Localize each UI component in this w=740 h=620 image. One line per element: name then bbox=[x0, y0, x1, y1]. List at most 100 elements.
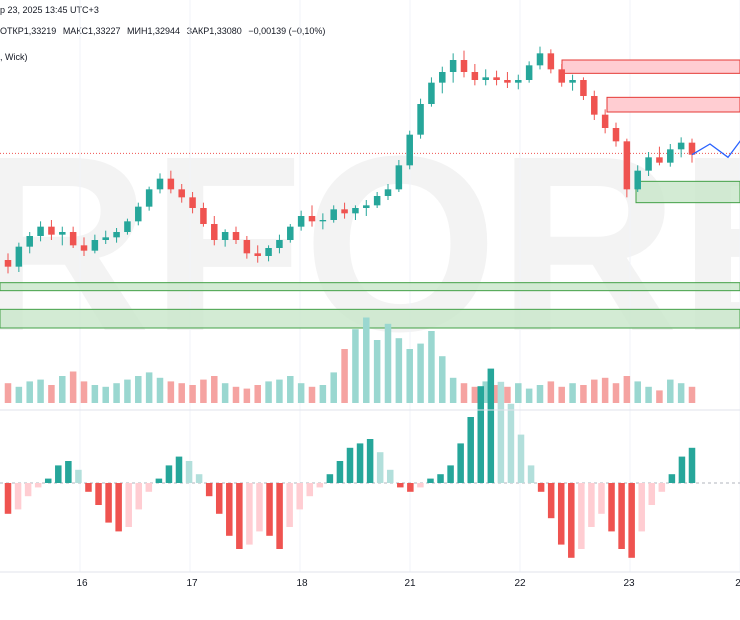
volume-bar bbox=[113, 383, 120, 403]
volume-bar bbox=[688, 386, 696, 403]
candle-body bbox=[591, 96, 598, 115]
oscillator-bar bbox=[336, 461, 344, 483]
candle-body bbox=[656, 157, 663, 163]
candle-body bbox=[287, 226, 294, 240]
volume-bar bbox=[178, 383, 185, 403]
volume-bar bbox=[167, 381, 175, 403]
oscillator-bar bbox=[296, 483, 303, 510]
candle-body bbox=[265, 248, 272, 256]
volume-bar bbox=[221, 383, 229, 403]
volume-bar bbox=[645, 386, 652, 403]
oscillator-bar bbox=[427, 478, 434, 483]
oscillator-bar bbox=[407, 483, 414, 492]
candle-body bbox=[26, 236, 33, 247]
oscillator-bar bbox=[185, 461, 193, 483]
candle-body bbox=[623, 141, 631, 190]
oscillator-bar bbox=[557, 483, 565, 545]
oscillator-bar bbox=[145, 483, 153, 492]
candle-body bbox=[460, 60, 468, 72]
volume-bar bbox=[417, 343, 424, 403]
candle-body bbox=[677, 142, 685, 150]
candle-body bbox=[569, 80, 576, 83]
volume-bar bbox=[124, 379, 131, 403]
oscillator-bar bbox=[588, 483, 595, 527]
volume-bar bbox=[406, 349, 413, 403]
oscillator-bar bbox=[34, 483, 42, 488]
x-tick-label: 21 bbox=[404, 578, 416, 589]
x-tick-label: 23 bbox=[623, 578, 635, 589]
oscillator-bar bbox=[477, 386, 485, 483]
candle-body bbox=[352, 208, 359, 214]
volume-bar bbox=[287, 376, 294, 403]
candle-body bbox=[406, 134, 413, 166]
volume-bar bbox=[623, 376, 631, 403]
candle-body bbox=[221, 232, 229, 240]
volume-bar bbox=[80, 381, 88, 403]
oscillator-bar bbox=[397, 483, 404, 488]
volume-bar bbox=[102, 386, 109, 403]
volume-bar bbox=[569, 383, 576, 403]
volume-bar bbox=[211, 376, 218, 403]
candle-body bbox=[580, 80, 587, 96]
candle-body bbox=[384, 189, 392, 196]
candle-body bbox=[276, 240, 283, 248]
oscillator-bar bbox=[598, 483, 605, 514]
oscillator-bar bbox=[24, 483, 32, 497]
volume-bar bbox=[558, 386, 565, 403]
candle-body bbox=[145, 189, 153, 207]
oscillator-bar bbox=[467, 417, 474, 483]
oscillator-bar bbox=[457, 443, 464, 483]
low-label: МИН1,32944 bbox=[127, 26, 181, 36]
volume-bar bbox=[308, 386, 316, 403]
oscillator-bar bbox=[105, 483, 112, 523]
volume-bar bbox=[439, 356, 446, 403]
volume-bar bbox=[254, 385, 261, 403]
candle-body bbox=[525, 65, 533, 80]
volume-bar bbox=[59, 376, 66, 403]
oscillator-bar bbox=[618, 483, 625, 549]
volume-bar bbox=[232, 386, 240, 403]
oscillator-bar bbox=[578, 483, 585, 549]
volume-bar bbox=[612, 383, 620, 403]
candle-body bbox=[558, 69, 565, 83]
oscillator-bar bbox=[537, 483, 545, 492]
oscillator-bar bbox=[608, 483, 615, 532]
volume-bar bbox=[428, 331, 435, 403]
candle-body bbox=[91, 240, 99, 251]
candle-body bbox=[135, 206, 142, 222]
volume-bar bbox=[547, 381, 555, 403]
oscillator-bar bbox=[678, 456, 686, 483]
oscillator-bar bbox=[356, 443, 364, 483]
x-tick-label: 22 bbox=[514, 578, 526, 589]
oscillator-bar bbox=[568, 483, 575, 558]
candle-body bbox=[189, 197, 196, 208]
candle-body bbox=[536, 53, 544, 66]
oscillator-bar bbox=[628, 483, 635, 558]
volume-bar bbox=[373, 340, 381, 403]
candle-body bbox=[645, 157, 652, 171]
close-label: ЗАКР1,33080 bbox=[186, 26, 242, 36]
oscillator-bar bbox=[437, 474, 444, 483]
candle-body bbox=[667, 149, 674, 163]
candle-body bbox=[178, 189, 185, 198]
volume-bar bbox=[48, 385, 55, 403]
high-label: МАКС1,33227 bbox=[62, 26, 121, 36]
volume-bar bbox=[515, 383, 522, 403]
oscillator-bar bbox=[65, 461, 72, 483]
oscillator-bar bbox=[447, 465, 454, 483]
oscillator-bar bbox=[648, 483, 656, 505]
oscillator-bar bbox=[417, 483, 424, 488]
volume-bar bbox=[634, 381, 641, 403]
resistance-zone bbox=[606, 96, 740, 113]
volume-bar bbox=[4, 383, 12, 403]
candle-body bbox=[341, 209, 348, 214]
oscillator-bar bbox=[497, 381, 505, 483]
oscillator-bar bbox=[306, 483, 314, 497]
candle-body bbox=[439, 72, 446, 83]
indicator-legend: , Wick) bbox=[0, 52, 28, 62]
candle-body bbox=[363, 205, 370, 208]
volume-bar bbox=[341, 349, 348, 403]
oscillator-bar bbox=[55, 465, 62, 483]
candle-body bbox=[200, 208, 207, 224]
